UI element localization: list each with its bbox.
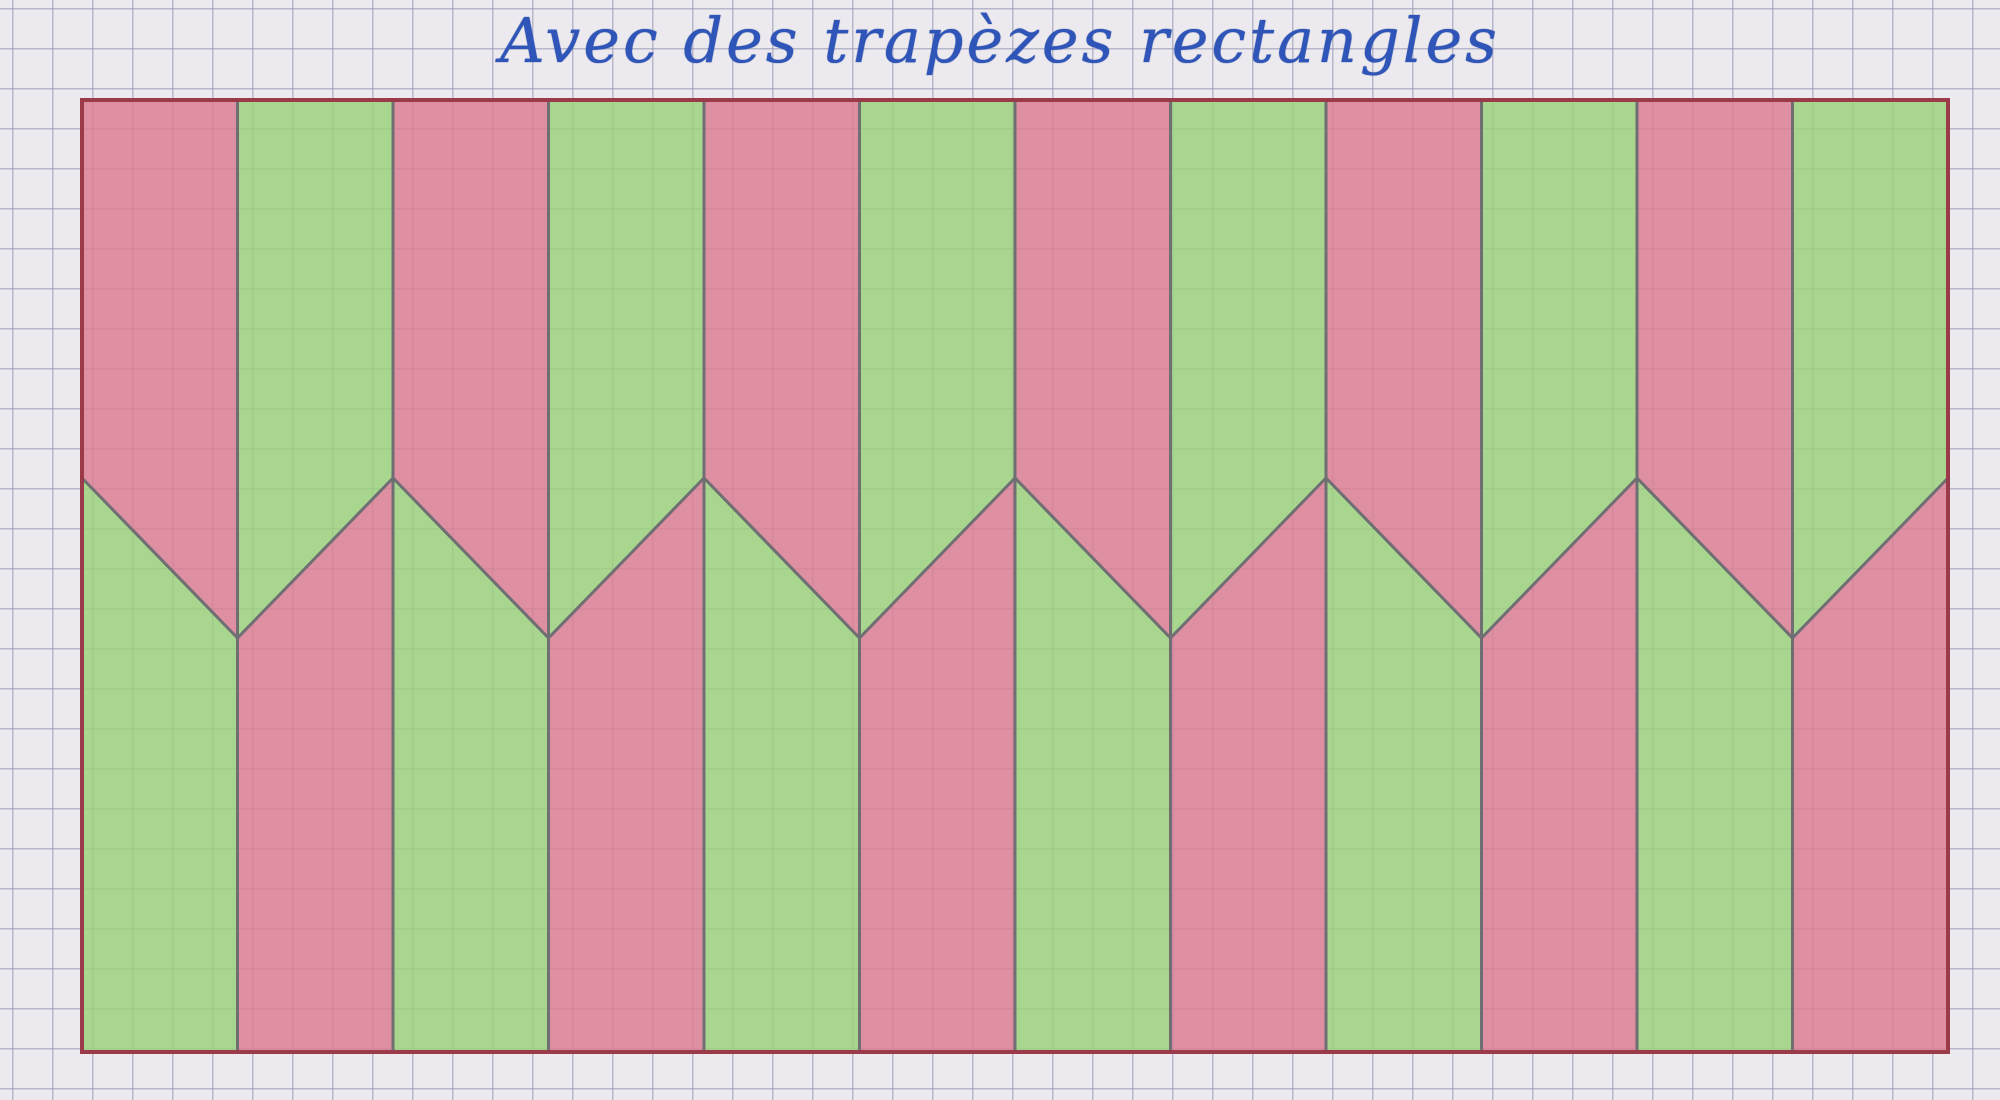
top-trapezoid (1481, 100, 1637, 638)
bottom-trapezoid (1326, 478, 1482, 1052)
top-trapezoid (1170, 100, 1326, 638)
top-trapezoid (1015, 100, 1171, 638)
top-trapezoid (237, 100, 393, 638)
top-trapezoid (548, 100, 704, 638)
top-trapezoid (1326, 100, 1482, 638)
top-trapezoid (82, 100, 238, 638)
bottom-trapezoid (859, 478, 1015, 1052)
bottom-trapezoid (82, 478, 238, 1052)
bottom-trapezoid (1792, 478, 1948, 1052)
top-trapezoid (1792, 100, 1948, 638)
bottom-trapezoid (393, 478, 549, 1052)
top-trapezoid (704, 100, 860, 638)
zigzag-line (80, 475, 1950, 641)
outer-frame (80, 98, 1950, 1054)
bottom-trapezoid (704, 478, 860, 1052)
bottom-trapezoid (1637, 478, 1793, 1052)
bottom-trapezoid (1015, 478, 1171, 1052)
bottom-trapezoid (548, 478, 704, 1052)
bottom-trapezoid (237, 478, 393, 1052)
top-trapezoid (859, 100, 1015, 638)
bottom-trapezoid (1481, 478, 1637, 1052)
handwritten-title: Avec des trapèzes rectangles (500, 4, 1500, 77)
bottom-trapezoid (1170, 478, 1326, 1052)
top-trapezoid (393, 100, 549, 638)
top-trapezoid (1637, 100, 1793, 638)
